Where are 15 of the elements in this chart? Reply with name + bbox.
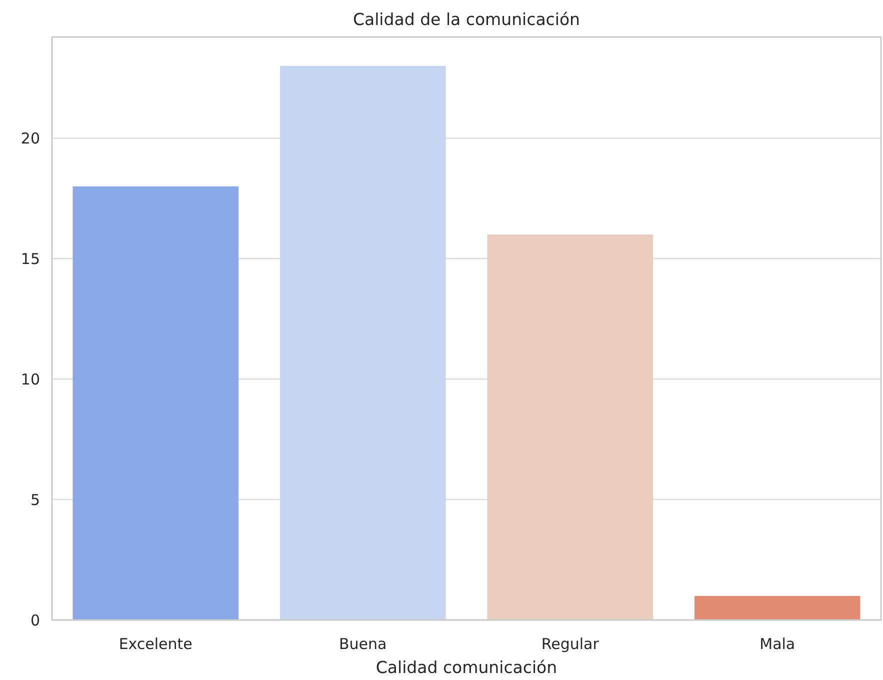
bar bbox=[487, 234, 654, 620]
y-tick-label: 20 bbox=[20, 129, 40, 148]
y-tick-label: 10 bbox=[20, 370, 40, 388]
x-axis-title: Calidad comunicación bbox=[376, 658, 558, 677]
y-tick-label: 0 bbox=[30, 611, 40, 630]
bar bbox=[280, 66, 446, 620]
bar bbox=[72, 186, 239, 620]
x-tick-label: Buena bbox=[339, 635, 387, 653]
bar bbox=[694, 596, 860, 620]
y-tick-label: 15 bbox=[20, 250, 40, 268]
chart-title: Calidad de la comunicación bbox=[352, 10, 580, 29]
x-tick-label: Excelente bbox=[118, 635, 192, 653]
y-tick-label: 5 bbox=[30, 490, 40, 509]
x-tick-label: Regular bbox=[541, 635, 600, 653]
x-tick-label: Mala bbox=[760, 635, 796, 653]
